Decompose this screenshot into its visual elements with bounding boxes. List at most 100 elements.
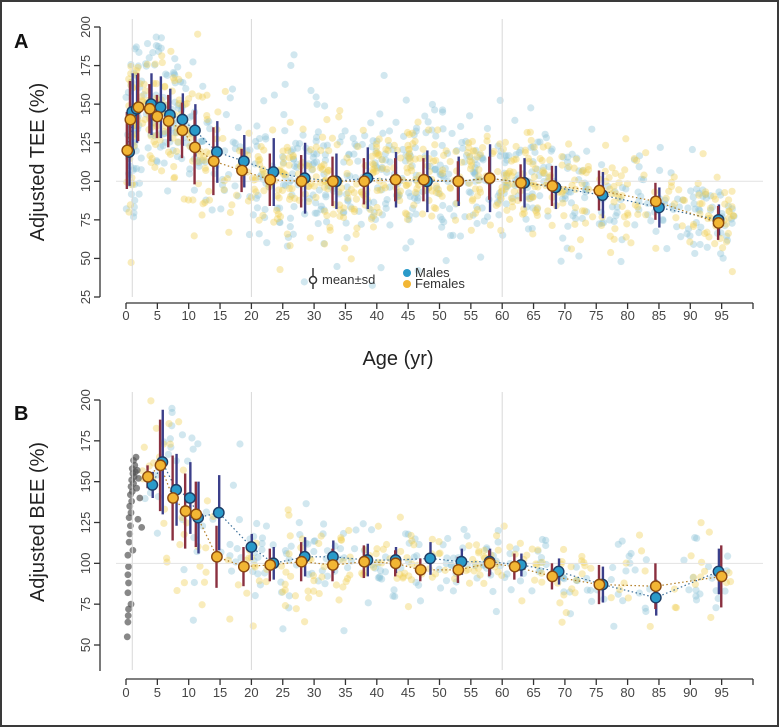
female-sample-dot [713,173,721,181]
female-sample-dot [299,125,307,133]
female-sample-dot [623,220,631,228]
male-sample-dot [374,574,382,582]
female-sample-dot [372,167,380,175]
male-sample-dot [390,586,398,594]
male-sample-dot [155,47,163,56]
y-tick-label: 175 [78,430,93,452]
male-sample-dot [480,217,488,225]
male-sample-dot [198,137,207,146]
male-sample-dot [492,607,500,616]
female-sample-dot [483,132,491,140]
female-sample-dot [578,180,586,188]
male-sample-dot [561,195,569,203]
male-sample-dot [171,98,179,106]
male-sample-dot [436,161,444,169]
male-sample-dot [137,154,145,162]
female-sample-dot [579,166,587,174]
female-sample-dot [687,552,695,560]
female-sample-dot [612,190,620,198]
female-sample-dot [529,160,537,168]
female-sample-dot [151,140,160,149]
male-sample-dot [189,616,197,624]
x-tick-label: 20 [244,308,258,323]
female-sample-dot [494,546,502,554]
male-sample-dot [689,573,697,582]
male-sample-dot [613,209,621,217]
female-sample-dot [190,232,198,240]
male-sample-dot [542,134,550,142]
male-sample-dot [405,212,413,220]
x-tick-label: 10 [181,685,195,700]
female-sample-dot [418,210,427,218]
male-sample-dot [280,110,288,119]
male-sample-dot [251,592,259,600]
female-sample-dot [728,203,736,211]
male-sample-dot [696,240,704,249]
male-sample-dot [503,570,511,578]
female-sample-dot [527,136,535,145]
female-sample-dot [373,149,381,157]
male-sample-dot [544,212,552,220]
male-sample-dot [453,147,461,155]
male-sample-dot [169,68,178,77]
male-sample-dot [560,588,568,596]
female-sample-dot [176,541,184,549]
female-sample-dot [138,93,146,101]
male-sample-dot [446,231,455,240]
x-tick-label: 85 [652,308,666,323]
male-sample-dot [235,516,244,524]
female-sample-dot [559,545,568,554]
female-sample-dot [729,212,738,220]
female-sample-dot [283,143,291,152]
male-sample-dot [198,522,207,530]
x-tick-label: 75 [589,685,603,700]
female-sample-dot [533,211,541,220]
male-sample-dot [378,163,386,172]
males-mean-point [184,492,196,504]
female-sample-dot [158,58,166,67]
female-sample-dot [470,147,478,155]
females-mean-point [142,470,154,483]
male-sample-dot [524,225,533,233]
female-sample-dot [567,245,576,253]
female-sample-dot [525,195,533,203]
male-sample-dot [343,172,351,180]
male-sample-dot [370,208,378,217]
female-sample-dot [256,160,264,169]
male-sample-dot [253,142,261,150]
male-sample-dot [528,193,536,201]
female-sample-dot [286,118,294,126]
female-sample-dot [350,189,358,197]
female-sample-dot [248,174,257,182]
female-sample-dot [354,143,362,151]
male-sample-dot [501,573,509,582]
male-sample-dot [572,215,580,223]
female-sample-dot [408,167,416,175]
female-sample-dot [249,622,257,630]
female-sample-dot [521,148,530,157]
male-sample-dot [529,143,537,151]
male-sample-dot [368,213,376,221]
female-sample-dot [279,170,288,179]
male-sample-dot [231,145,240,153]
male-sample-dot [279,181,288,189]
female-sample-dot [428,212,436,220]
female-sample-dot [339,213,348,222]
x-tick-label: 80 [620,308,634,323]
female-sample-dot [375,150,383,158]
female-sample-dot [336,212,344,220]
female-sample-dot [442,147,450,155]
female-sample-dot [336,106,344,115]
female-sample-dot [309,165,317,173]
female-sample-dot [201,198,209,207]
female-sample-dot [546,156,554,164]
male-sample-dot [405,216,413,224]
males-mean-point [424,552,436,565]
male-sample-dot [663,245,671,253]
females-mean-point [176,124,189,137]
male-sample-dot [167,443,175,451]
male-sample-dot [269,541,277,549]
female-sample-dot [397,547,405,556]
female-sample-dot [571,220,579,228]
